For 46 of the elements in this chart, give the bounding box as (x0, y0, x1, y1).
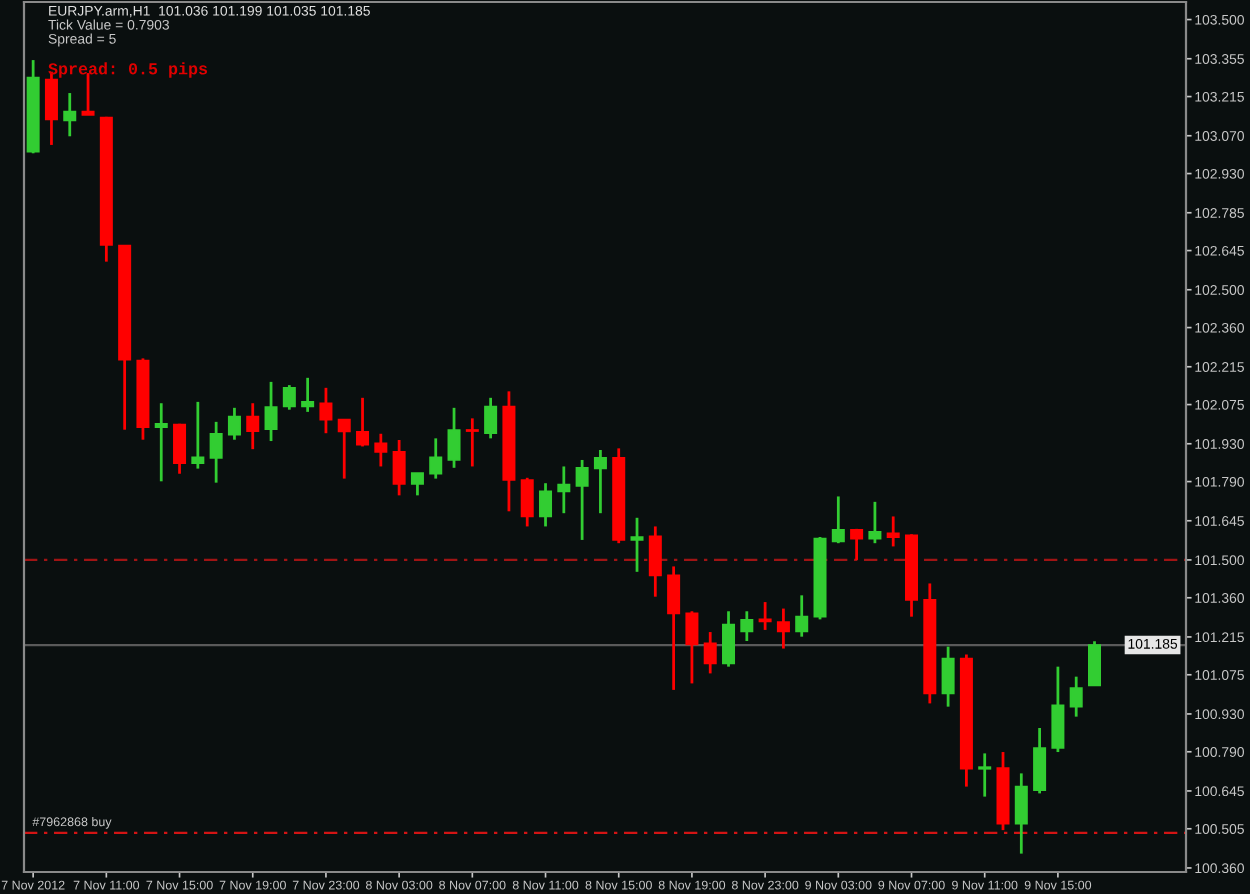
candlestick (539, 481, 553, 528)
candlestick (850, 527, 864, 562)
candlestick (392, 438, 406, 497)
candlestick (868, 500, 882, 545)
candlestick (740, 609, 754, 643)
candlestick (465, 416, 479, 468)
candlestick (209, 420, 223, 485)
candlestick (429, 436, 443, 480)
candlestick (795, 593, 809, 639)
candlestick (520, 476, 534, 528)
candlestick (630, 516, 644, 574)
candlestick (1014, 771, 1028, 856)
candlestick (722, 609, 736, 669)
candlestick (1087, 639, 1102, 687)
candlestick (648, 525, 662, 599)
candlestick (246, 401, 260, 451)
candlestick (593, 448, 607, 515)
candlestick (1069, 675, 1083, 719)
candlestick (703, 630, 717, 675)
candlestick (356, 396, 370, 448)
candlestick (886, 515, 900, 548)
candlestick (154, 401, 168, 483)
candlestick (978, 752, 992, 799)
candlestick (776, 607, 790, 650)
candlestick (63, 91, 77, 138)
candlestick (191, 400, 205, 470)
candlestick (319, 386, 333, 435)
candlestick (337, 418, 351, 480)
candlestick (1033, 726, 1047, 795)
candlestick (667, 565, 681, 692)
candlestick (301, 376, 315, 414)
candlestick (484, 396, 498, 440)
candlestick (1051, 665, 1065, 754)
candlestick (447, 406, 461, 470)
text: Spread: 0.5 pips (48, 62, 208, 78)
candlestick (685, 609, 699, 685)
candlestick (282, 383, 296, 412)
candlestick (575, 458, 589, 542)
candlestick (374, 432, 388, 468)
candlestick (227, 406, 241, 442)
candlestick (173, 422, 187, 476)
candlestick (264, 380, 278, 443)
candlestick (557, 465, 571, 515)
candlestick (410, 471, 424, 497)
candlestick (941, 645, 955, 709)
candlestick (831, 495, 845, 545)
